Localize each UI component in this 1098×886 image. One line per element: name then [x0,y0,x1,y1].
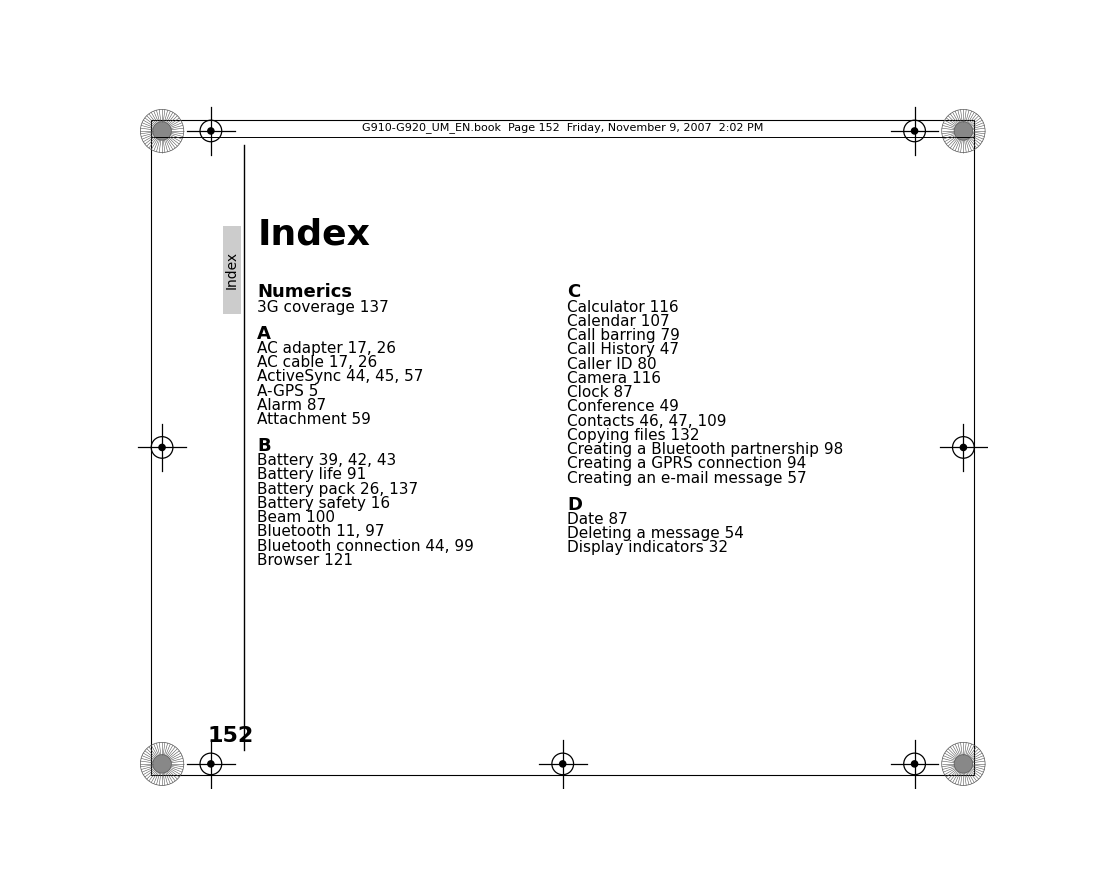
Text: Numerics: Numerics [257,284,352,301]
Text: Battery life 91: Battery life 91 [257,468,367,483]
Circle shape [159,445,165,450]
Circle shape [560,761,565,767]
Circle shape [153,121,171,140]
Text: D: D [568,495,582,514]
Text: Alarm 87: Alarm 87 [257,398,326,413]
Circle shape [208,128,214,134]
Text: Caller ID 80: Caller ID 80 [568,356,657,371]
Text: Bluetooth 11, 97: Bluetooth 11, 97 [257,525,385,540]
Text: 3G coverage 137: 3G coverage 137 [257,299,389,315]
Text: Creating a GPRS connection 94: Creating a GPRS connection 94 [568,456,807,471]
Text: 152: 152 [208,727,254,746]
Text: Index: Index [257,218,370,252]
Circle shape [961,445,966,450]
Text: Creating a Bluetooth partnership 98: Creating a Bluetooth partnership 98 [568,442,843,457]
Text: C: C [568,284,581,301]
Text: Display indicators 32: Display indicators 32 [568,540,728,556]
Text: A: A [257,324,271,343]
Text: Calendar 107: Calendar 107 [568,314,670,329]
Bar [223,226,242,315]
Circle shape [208,761,214,767]
Text: ActiveSync 44, 45, 57: ActiveSync 44, 45, 57 [257,369,424,385]
Circle shape [911,128,918,134]
Text: AC adapter 17, 26: AC adapter 17, 26 [257,341,396,356]
Text: Battery safety 16: Battery safety 16 [257,496,391,511]
Text: Call barring 79: Call barring 79 [568,328,681,343]
Text: Date 87: Date 87 [568,512,628,526]
Text: A-GPS 5: A-GPS 5 [257,384,318,399]
Text: Contacts 46, 47, 109: Contacts 46, 47, 109 [568,414,727,429]
Text: Camera 116: Camera 116 [568,371,661,385]
Circle shape [153,755,171,773]
Text: AC cable 17, 26: AC cable 17, 26 [257,355,378,370]
Text: Bluetooth connection 44, 99: Bluetooth connection 44, 99 [257,539,474,554]
Text: Creating an e-mail message 57: Creating an e-mail message 57 [568,470,807,486]
Text: Copying files 132: Copying files 132 [568,428,699,443]
Circle shape [911,761,918,767]
Text: Index: Index [225,251,238,289]
Text: B: B [257,437,271,455]
Circle shape [954,121,973,140]
Text: G910-G920_UM_EN.book  Page 152  Friday, November 9, 2007  2:02 PM: G910-G920_UM_EN.book Page 152 Friday, No… [362,122,763,133]
Text: Call History 47: Call History 47 [568,342,680,357]
Text: Deleting a message 54: Deleting a message 54 [568,526,744,541]
Text: Battery pack 26, 137: Battery pack 26, 137 [257,482,418,497]
Text: Attachment 59: Attachment 59 [257,412,371,427]
Text: Conference 49: Conference 49 [568,400,680,415]
Text: Calculator 116: Calculator 116 [568,299,679,315]
Text: Browser 121: Browser 121 [257,553,354,568]
Text: Beam 100: Beam 100 [257,510,335,525]
Text: Clock 87: Clock 87 [568,385,634,400]
Circle shape [954,755,973,773]
Text: Battery 39, 42, 43: Battery 39, 42, 43 [257,454,396,468]
